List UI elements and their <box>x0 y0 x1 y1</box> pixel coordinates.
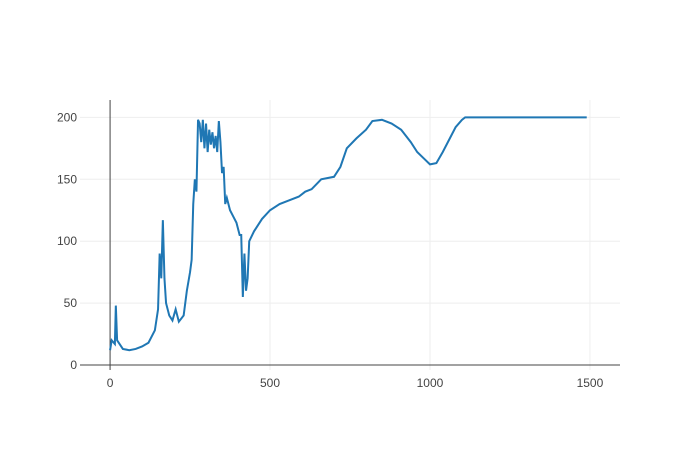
y-tick-label: 200 <box>57 110 77 124</box>
x-tick-label: 1500 <box>577 376 604 390</box>
x-tick-label: 1000 <box>417 376 444 390</box>
y-tick-label: 150 <box>57 172 77 186</box>
x-tick-label: 0 <box>107 376 114 390</box>
y-tick-label: 100 <box>57 234 77 248</box>
data-line <box>109 116 587 352</box>
y-tick-label: 0 <box>70 358 77 372</box>
y-tick-label: 50 <box>64 296 78 310</box>
x-tick-label: 500 <box>260 376 280 390</box>
